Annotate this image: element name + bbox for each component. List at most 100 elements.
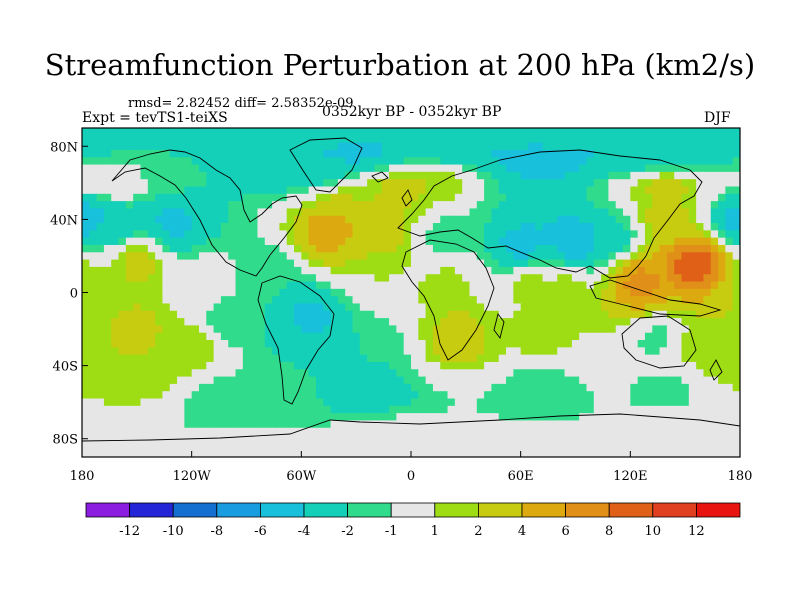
field-cell bbox=[103, 376, 112, 385]
field-cell bbox=[418, 230, 427, 239]
field-cell bbox=[666, 325, 675, 334]
field-cell bbox=[125, 149, 134, 158]
field-cell bbox=[718, 347, 726, 356]
field-cell bbox=[549, 281, 558, 290]
field-cell bbox=[718, 223, 726, 231]
field-cell bbox=[111, 318, 120, 326]
field-cell bbox=[213, 383, 222, 392]
field-cell bbox=[732, 193, 740, 202]
field-cell bbox=[279, 135, 288, 144]
field-cell bbox=[630, 186, 639, 195]
field-cell bbox=[454, 149, 463, 158]
field-cell bbox=[549, 332, 558, 341]
field-cell bbox=[637, 347, 646, 356]
field-cell bbox=[527, 303, 536, 312]
field-cell bbox=[301, 142, 310, 151]
field-cell bbox=[96, 259, 105, 268]
field-cell bbox=[264, 274, 273, 283]
field-cell bbox=[235, 318, 244, 326]
field-cell bbox=[564, 325, 573, 334]
field-cell bbox=[418, 193, 427, 202]
field-cell bbox=[710, 391, 719, 400]
field-cell bbox=[454, 171, 463, 180]
field-cell bbox=[564, 347, 573, 356]
field-cell bbox=[579, 274, 588, 283]
field-cell bbox=[630, 361, 639, 370]
field-cell bbox=[89, 179, 98, 188]
field-cell bbox=[206, 398, 215, 407]
field-cell bbox=[630, 157, 639, 166]
field-cell bbox=[652, 135, 661, 144]
field-cell bbox=[484, 171, 493, 180]
field-cell bbox=[96, 340, 105, 348]
field-cell bbox=[674, 288, 683, 297]
field-cell bbox=[454, 427, 463, 436]
field-cell bbox=[198, 179, 207, 188]
field-cell bbox=[89, 449, 98, 457]
field-cell bbox=[535, 347, 544, 356]
field-cell bbox=[155, 281, 164, 290]
field-cell bbox=[367, 186, 376, 195]
field-cell bbox=[652, 420, 661, 429]
field-cell bbox=[82, 223, 90, 231]
field-cell bbox=[476, 149, 485, 158]
field-cell bbox=[593, 310, 602, 319]
field-cell bbox=[688, 296, 697, 305]
field-cell bbox=[440, 259, 449, 268]
field-cell bbox=[440, 157, 449, 166]
field-cell bbox=[579, 449, 588, 457]
field-cell bbox=[637, 296, 646, 305]
field-cell bbox=[418, 252, 427, 261]
field-cell bbox=[184, 405, 193, 414]
field-cell bbox=[535, 398, 544, 407]
field-cell bbox=[257, 340, 266, 348]
field-cell bbox=[681, 281, 690, 290]
field-cell bbox=[82, 369, 90, 378]
field-cell bbox=[206, 391, 215, 400]
field-cell bbox=[644, 332, 653, 341]
field-cell bbox=[527, 413, 536, 422]
field-cell bbox=[491, 281, 500, 290]
field-cell bbox=[374, 223, 383, 231]
field-cell bbox=[593, 369, 602, 378]
coastline-madagascar bbox=[493, 312, 505, 340]
field-cell bbox=[725, 157, 734, 166]
field-cell bbox=[491, 179, 500, 188]
field-cell bbox=[198, 376, 207, 385]
field-cell bbox=[96, 164, 105, 173]
field-cell bbox=[623, 340, 631, 348]
field-cell bbox=[637, 201, 646, 210]
field-cell bbox=[710, 405, 719, 414]
field-cell bbox=[637, 449, 646, 457]
field-cell bbox=[162, 391, 171, 400]
field-cell bbox=[718, 435, 726, 443]
field-cell bbox=[264, 442, 273, 451]
field-cell bbox=[425, 128, 434, 136]
field-cell bbox=[103, 391, 112, 400]
field-cell bbox=[315, 288, 324, 297]
colorbar-swatch bbox=[696, 502, 741, 518]
field-cell bbox=[681, 383, 690, 392]
field-cell bbox=[476, 274, 485, 283]
field-cell bbox=[381, 340, 390, 348]
field-cell bbox=[666, 281, 675, 290]
field-cell bbox=[118, 405, 127, 414]
field-cell bbox=[294, 303, 302, 312]
field-cell bbox=[323, 244, 332, 253]
field-cell bbox=[396, 449, 405, 457]
field-cell bbox=[235, 340, 244, 348]
field-cell bbox=[228, 237, 237, 246]
field-cell bbox=[330, 142, 339, 151]
field-cell bbox=[279, 340, 288, 348]
field-cell bbox=[191, 201, 200, 210]
field-cell bbox=[315, 208, 324, 217]
field-cell bbox=[586, 135, 595, 144]
field-cell bbox=[125, 347, 134, 356]
field-cell bbox=[235, 325, 244, 334]
field-cell bbox=[169, 252, 178, 261]
field-cell bbox=[608, 281, 617, 290]
field-cell bbox=[476, 435, 485, 443]
field-cell bbox=[381, 201, 390, 210]
field-cell bbox=[294, 361, 302, 370]
field-cell bbox=[688, 179, 697, 188]
